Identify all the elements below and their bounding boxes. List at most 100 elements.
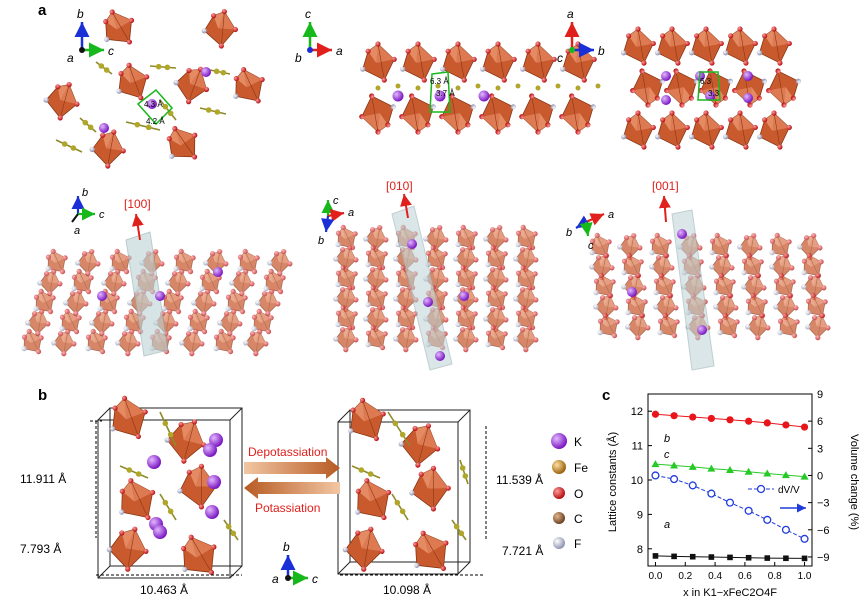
octahedron-edge [675,70,683,106]
oxygen-atom [187,269,194,275]
octahedron-edge [604,315,615,336]
octahedron-edge [111,11,130,43]
data-point-dv-v [670,475,679,484]
oxygen-atom [166,335,172,341]
oxygen-atom [741,258,748,264]
carbon-atom [213,68,220,75]
oxygen-atom [114,295,120,301]
octahedron [33,288,56,315]
octahedron-face [720,255,732,268]
oxygen-atom [709,264,715,270]
octahedron-face [60,84,77,105]
octahedron-edge [59,84,70,118]
oxygen-atom [453,336,459,342]
oxygen-atom [485,250,492,256]
oxygen-atom [654,50,661,56]
oxygen-atom [211,301,217,307]
oxygen-atom [479,114,485,120]
octahedron-face [523,267,536,279]
oxygen-atom [192,308,198,314]
data-point-dv-v [688,481,697,490]
octahedron-face [434,227,446,240]
octahedron [630,68,666,108]
cell-edge [97,407,111,421]
oxygen-atom [363,276,369,282]
oxygen-atom [364,478,370,484]
octahedron-edge [641,70,649,106]
bond [199,107,227,115]
octahedron-edge [177,271,183,294]
cell-edge [337,421,459,575]
oxygen-atom [485,262,491,268]
oxygen-atom [657,330,663,336]
oxygen-atom [727,293,733,299]
oxygen-atom [420,530,426,536]
data-point-a [745,554,752,561]
octahedron [255,289,281,317]
octahedron-edge [600,275,611,296]
oxygen-atom [513,296,519,302]
carbon-atom [595,83,601,89]
octahedron-face [181,251,194,263]
oxygen-atom [743,144,749,150]
oxygen-atom [717,330,723,336]
octahedron-face [764,29,774,47]
octahedron [455,264,478,291]
oxygen-atom [267,260,273,266]
axis-label: b [318,235,324,247]
oxygen-atom [121,395,128,401]
octahedron-face [121,65,131,84]
oxygen-atom [442,251,448,257]
oxygen-atom [455,270,462,276]
potassium-atom [434,90,446,102]
oxygen-atom [103,19,109,25]
data-point-b [707,414,715,423]
octahedron-edge [596,235,607,256]
octahedron [45,248,68,275]
octahedron-face [518,227,526,239]
octahedron [233,66,265,104]
octahedron-face [427,468,449,489]
oxygen-atom [353,257,359,263]
depotassiation-arrow [244,457,340,479]
octahedron [201,8,239,49]
octahedron [335,224,358,251]
oxygen-atom [353,337,359,343]
octahedron-face [41,291,54,303]
oxygen-atom [45,254,52,260]
y-axis-left-label: Lattice constants (Å) [606,432,619,532]
octahedron-face [458,227,466,239]
octahedron [89,309,115,337]
carbon-atom [220,69,227,76]
octahedron-face [749,255,762,267]
octahedron-edge [63,331,69,354]
potassium-atom [147,99,157,109]
oxygen-atom [76,315,82,321]
axis-label: a [336,44,343,58]
data-point-b [726,416,734,424]
oxygen-atom [120,148,126,154]
oxygen-atom [679,102,685,108]
octahedron-edge [531,95,539,133]
octahedron [365,244,388,271]
oxygen-atom [415,129,421,135]
octahedron-face [600,255,612,268]
distance-label: 4.2 Å [146,117,165,126]
octahedron-face [784,295,796,308]
octahedron-face [130,480,153,502]
octahedron-face [434,267,446,280]
y-right-tick-label: −3 [817,498,830,510]
oxygen-atom [775,68,781,74]
oxygen-atom [409,93,415,99]
oxygen-atom [627,275,634,281]
oxygen-atom [127,300,133,306]
octahedron [653,293,679,321]
axis-label: b [295,51,302,65]
series-label-a: a [664,519,670,531]
oxygen-atom [503,317,509,323]
octahedron-edge [128,65,142,98]
cell-edge [109,407,243,567]
potassium-atom [435,351,445,361]
octahedron-face [809,255,822,267]
oxygen-atom [653,278,660,284]
